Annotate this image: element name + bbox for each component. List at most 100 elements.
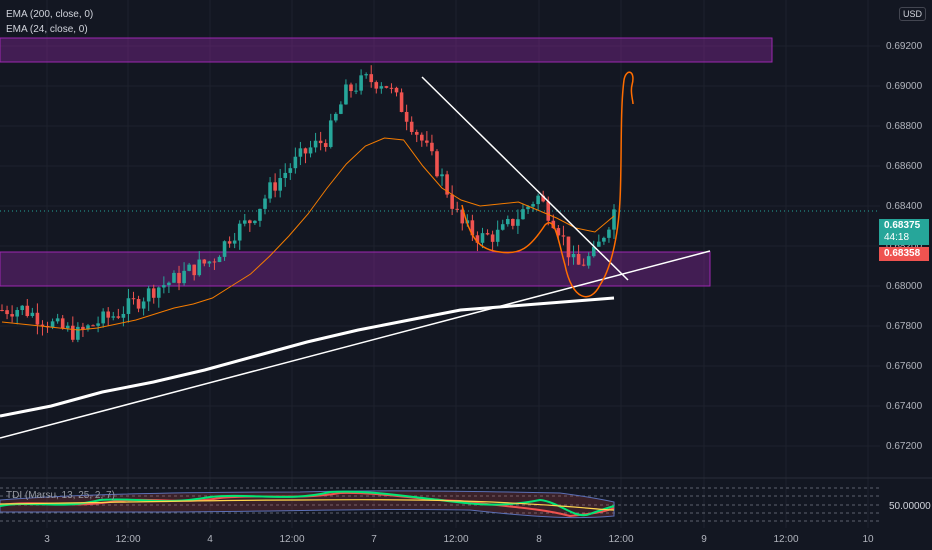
candle-body [30, 312, 35, 316]
candle-body [339, 104, 343, 114]
candle-body [576, 254, 581, 265]
candle-body [253, 220, 257, 224]
candle-body [440, 174, 444, 177]
candle-body [384, 86, 389, 88]
candle-body [581, 264, 586, 266]
candle-body [101, 311, 105, 324]
candle-body [0, 310, 4, 311]
ema200-line [0, 296, 615, 418]
candle-body [167, 282, 171, 286]
candle-body [50, 321, 55, 328]
candle-body [116, 316, 121, 318]
y-tick-label: 0.69200 [886, 41, 923, 52]
candle-body [404, 111, 409, 122]
x-tick-label: 12:00 [279, 534, 304, 545]
candle-body [536, 195, 540, 205]
candle-body [146, 288, 151, 302]
candle-body [571, 254, 576, 258]
candle-body [156, 287, 161, 298]
candle-body [212, 261, 217, 263]
projection-drawing [461, 71, 634, 298]
candle-body [511, 218, 515, 226]
candle-body [556, 228, 561, 236]
x-tick-label: 12:00 [773, 534, 798, 545]
candle-body [354, 90, 358, 92]
candle-body [318, 140, 323, 144]
candle-body [268, 182, 272, 199]
candle-body [136, 299, 141, 309]
last-price-value: 0.68375 [884, 220, 921, 231]
candle-body [182, 270, 186, 284]
candle-body [106, 311, 111, 318]
candle-body [349, 84, 353, 92]
candle-body [248, 220, 252, 224]
y-tick-label: 0.67600 [886, 361, 923, 372]
candle-body [526, 206, 530, 210]
candle-body [258, 208, 262, 221]
candle-body [111, 316, 116, 318]
candle-body [475, 235, 480, 243]
candle-body [131, 298, 136, 300]
candle-body [187, 264, 191, 271]
candle-body [505, 218, 510, 225]
currency-label[interactable]: USD [898, 7, 926, 21]
y-tick-label: 0.68600 [886, 161, 923, 172]
candle-body [455, 208, 460, 210]
candle-body [490, 234, 495, 242]
candle-body [597, 241, 601, 247]
candle-body [344, 84, 348, 105]
x-tick-label: 9 [701, 534, 707, 545]
y-tick-label: 0.67400 [886, 401, 923, 412]
candle-body [435, 151, 439, 177]
candle-body [369, 74, 374, 83]
candle-body [162, 285, 166, 288]
resistance-trendline [421, 76, 629, 281]
candle-body [273, 182, 277, 191]
tdi-value-label: 50.00000 [889, 501, 931, 512]
candle-body [445, 174, 449, 195]
tdi-legend[interactable]: TDI (Marsu, 13, 25, 2, 7) [6, 490, 115, 501]
x-tick-label: 12:00 [608, 534, 633, 545]
candle-body [151, 288, 156, 298]
candle-body [399, 92, 404, 112]
candle-body [460, 209, 465, 224]
candle-body [566, 236, 571, 258]
y-tick-label: 0.68400 [886, 201, 923, 212]
candle-body [5, 310, 9, 315]
y-tick-label: 0.67800 [886, 321, 923, 332]
x-tick-label: 7 [371, 534, 377, 545]
candle-body [328, 120, 333, 147]
tdi-base-line [0, 499, 615, 511]
candle-body [121, 313, 126, 318]
candle-body [222, 241, 227, 257]
candle-body [60, 318, 65, 329]
candle-body [425, 140, 429, 143]
candle-body [202, 259, 207, 264]
ema24-legend[interactable]: EMA (24, close, 0) [6, 24, 88, 35]
candle-body [516, 219, 520, 226]
candle-body [607, 229, 611, 238]
x-tick-label: 3 [44, 534, 50, 545]
candle-body [602, 237, 606, 242]
candle-body [394, 87, 399, 93]
x-tick-label: 4 [207, 534, 213, 545]
ema200-legend[interactable]: EMA (200, close, 0) [6, 9, 94, 20]
support-trendline [0, 250, 711, 439]
candle-body [81, 326, 85, 330]
candle-body [374, 82, 379, 89]
candle-body [10, 314, 14, 317]
candle-body [55, 318, 60, 322]
candle-body [71, 325, 75, 340]
candle-body [389, 87, 394, 89]
x-tick-label: 12:00 [443, 534, 468, 545]
candle-body [612, 209, 616, 230]
candle-body [379, 86, 384, 89]
zone-rect [0, 37, 773, 63]
candle-body [20, 305, 25, 311]
candle-body [192, 264, 196, 276]
candle-body [500, 224, 505, 230]
candle-body [450, 194, 454, 209]
candle-body [430, 142, 434, 152]
